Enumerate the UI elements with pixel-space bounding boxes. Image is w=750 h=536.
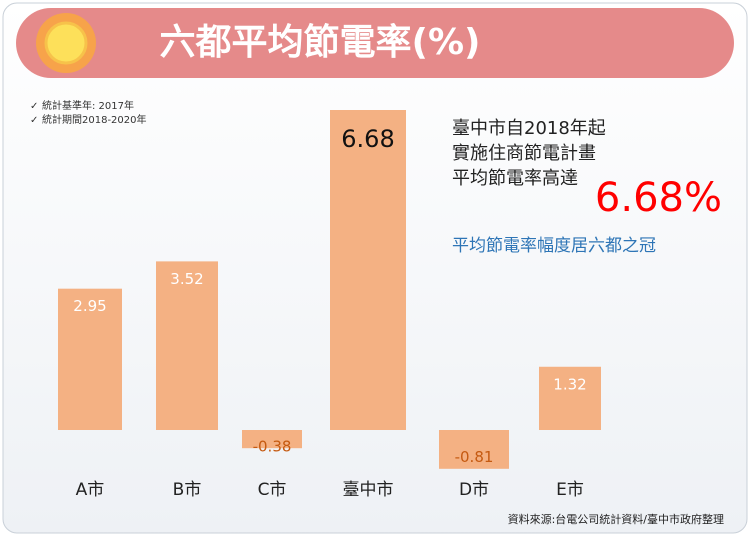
bar [330,110,406,430]
title-band [16,8,734,78]
value-label: -0.81 [455,448,494,466]
bar [439,430,509,469]
value-label: 2.95 [73,297,106,315]
annotation: 臺中市自2018年起 [452,118,606,139]
bar [156,261,218,430]
chart-title: 六都平均節電率(%) [160,22,481,63]
annotation: 平均節電率高達 [452,168,578,189]
x-tick-label: E市 [556,480,584,500]
bar [58,288,122,430]
sun-icon [36,13,96,73]
tagline: 平均節電率幅度居六都之冠 [452,236,656,256]
x-tick-label: D市 [459,480,489,500]
note: 統計期間2018-2020年 [42,113,147,126]
x-tick-label: A市 [76,480,105,500]
value-label: 6.68 [341,125,394,153]
value-label: -0.38 [253,438,292,456]
note: ✓ [30,101,38,112]
bar [242,430,302,449]
x-tick-label: C市 [258,480,287,500]
x-tick-label: 臺中市 [343,480,394,500]
value-label: 1.32 [553,375,586,393]
bar [539,366,601,430]
source: 資料來源:台電公司統計資料/臺中市政府整理 [508,512,724,526]
value-label: 3.52 [170,270,203,288]
note: 統計基準年: 2017年 [42,99,134,112]
x-tick-label: B市 [173,480,202,500]
annotation: 實施住商節電計畫 [452,143,596,164]
highlight: 6.68% [595,175,722,221]
note: ✓ [30,115,38,126]
